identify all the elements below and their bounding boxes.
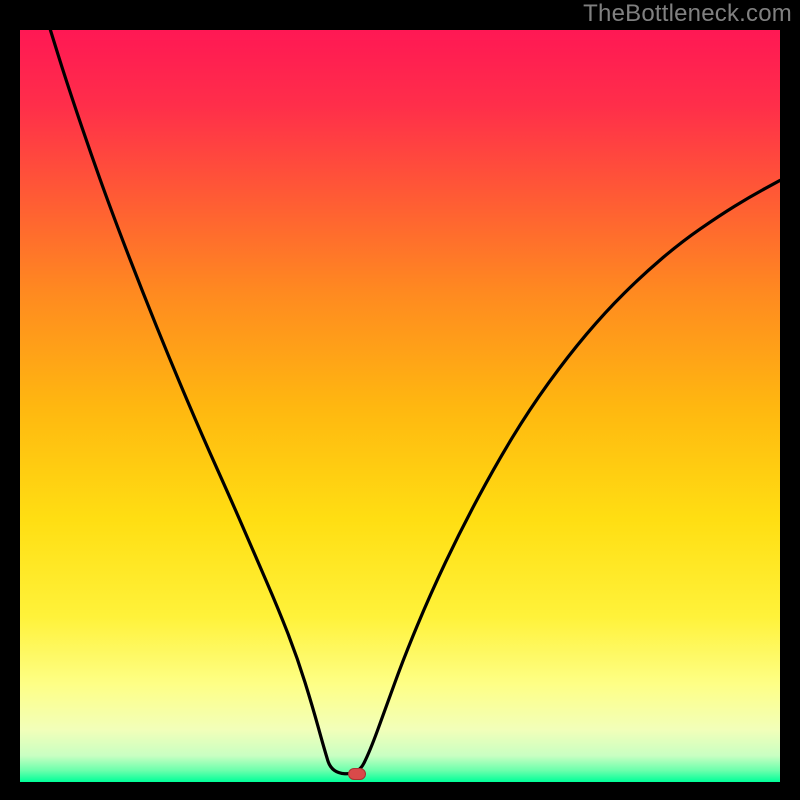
v-curve	[50, 30, 780, 774]
minimum-marker	[348, 768, 366, 780]
curve-layer	[20, 30, 780, 782]
chart-stage: TheBottleneck.com	[0, 0, 800, 800]
plot-area	[20, 30, 780, 782]
watermark-text: TheBottleneck.com	[583, 0, 792, 28]
